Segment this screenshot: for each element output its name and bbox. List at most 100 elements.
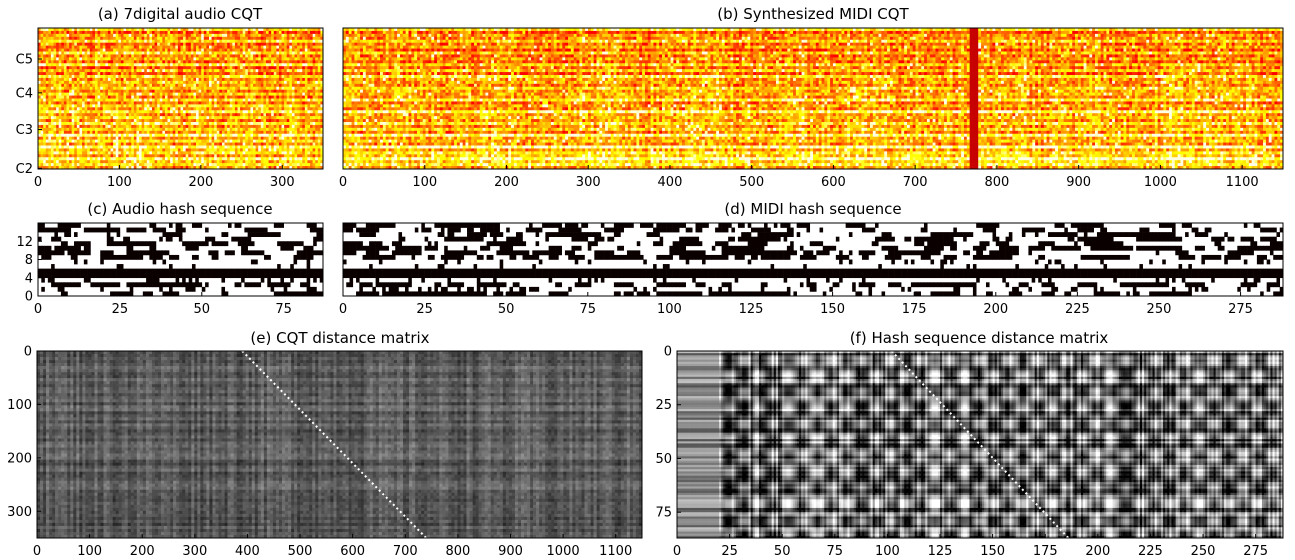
cqt-cell xyxy=(48,81,51,84)
cqt-cell xyxy=(67,90,70,93)
cqt-cell xyxy=(108,110,111,113)
cqt-cell xyxy=(118,69,121,72)
cqt-cell xyxy=(51,34,54,37)
cqt-cell xyxy=(118,31,121,34)
cqt-cell xyxy=(126,157,129,160)
cqt-cell xyxy=(124,43,127,46)
cqt-cell xyxy=(111,60,114,63)
cqt-cell xyxy=(74,81,77,84)
cqt-cell xyxy=(48,78,51,81)
cqt-cell xyxy=(56,131,59,134)
cqt-cell xyxy=(72,107,75,110)
cqt-cell xyxy=(105,143,108,146)
cqt-cell xyxy=(54,101,57,104)
cqt-cell xyxy=(77,151,80,154)
cqt-cell xyxy=(116,96,119,99)
cqt-cell xyxy=(103,84,106,87)
cqt-cell xyxy=(41,104,44,107)
cqt-cell xyxy=(98,128,101,131)
cqt-cell xyxy=(51,154,54,157)
cqt-cell xyxy=(46,78,49,81)
cqt-cell xyxy=(79,66,82,69)
cqt-cell xyxy=(74,49,77,52)
cqt-cell xyxy=(116,110,119,113)
cqt-cell xyxy=(118,140,121,143)
cqt-cell xyxy=(113,54,116,57)
cqt-cell xyxy=(46,146,49,149)
cqt-cell xyxy=(108,69,111,72)
cqt-cell xyxy=(118,87,121,90)
cqt-cell xyxy=(87,154,90,157)
cqt-cell xyxy=(79,49,82,52)
cqt-cell xyxy=(59,75,62,78)
cqt-cell xyxy=(67,131,70,134)
cqt-cell xyxy=(79,69,82,72)
cqt-cell xyxy=(131,81,134,84)
cqt-cell xyxy=(116,116,119,119)
cqt-cell xyxy=(98,69,101,72)
cqt-cell xyxy=(79,151,82,154)
cqt-cell xyxy=(92,63,95,66)
cqt-cell xyxy=(72,93,75,96)
cqt-cell xyxy=(51,75,54,78)
cqt-cell xyxy=(111,72,114,75)
cqt-cell xyxy=(69,137,72,140)
cqt-cell xyxy=(46,93,49,96)
cqt-cell xyxy=(108,116,111,119)
cqt-cell xyxy=(131,122,134,125)
cqt-cell xyxy=(129,134,132,137)
cqt-cell xyxy=(69,31,72,34)
cqt-cell xyxy=(67,37,70,40)
cqt-cell xyxy=(90,78,93,81)
cqt-cell xyxy=(79,140,82,143)
cqt-cell xyxy=(129,104,132,107)
cqt-cell xyxy=(69,63,72,66)
cqt-cell xyxy=(100,49,103,52)
cqt-cell xyxy=(124,128,127,131)
cqt-cell xyxy=(82,63,85,66)
cqt-cell xyxy=(111,52,114,55)
cqt-cell xyxy=(131,54,134,57)
cqt-cell xyxy=(129,43,132,46)
cqt-cell xyxy=(100,134,103,137)
cqt-cell xyxy=(111,78,114,81)
cqt-cell xyxy=(69,93,72,96)
cqt-cell xyxy=(124,52,127,55)
cqt-cell xyxy=(72,137,75,140)
cqt-cell xyxy=(85,122,88,125)
cqt-cell xyxy=(90,137,93,140)
cqt-cell xyxy=(64,90,67,93)
cqt-cell xyxy=(126,99,129,102)
cqt-cell xyxy=(64,116,67,119)
cqt-cell xyxy=(108,101,111,104)
cqt-cell xyxy=(79,160,82,163)
cqt-cell xyxy=(79,101,82,104)
cqt-cell xyxy=(100,143,103,146)
cqt-cell xyxy=(61,101,64,104)
cqt-cell xyxy=(105,122,108,125)
cqt-cell xyxy=(54,157,57,160)
cqt-cell xyxy=(48,137,51,140)
cqt-cell xyxy=(113,34,116,37)
cqt-cell xyxy=(54,119,57,122)
cqt-cell xyxy=(85,154,88,157)
cqt-cell xyxy=(59,160,62,163)
cqt-cell xyxy=(118,52,121,55)
cqt-cell xyxy=(118,101,121,104)
cqt-cell xyxy=(113,93,116,96)
cqt-cell xyxy=(111,69,114,72)
cqt-cell xyxy=(69,69,72,72)
cqt-cell xyxy=(41,146,44,149)
cqt-cell xyxy=(77,75,80,78)
cqt-cell xyxy=(105,104,108,107)
cqt-cell xyxy=(43,54,46,57)
cqt-cell xyxy=(98,107,101,110)
cqt-cell xyxy=(129,93,132,96)
cqt-cell xyxy=(90,107,93,110)
cqt-cell xyxy=(90,104,93,107)
cqt-cell xyxy=(64,93,67,96)
cqt-cell xyxy=(74,99,77,102)
cqt-cell xyxy=(129,137,132,140)
cqt-cell xyxy=(90,140,93,143)
cqt-cell xyxy=(111,90,114,93)
